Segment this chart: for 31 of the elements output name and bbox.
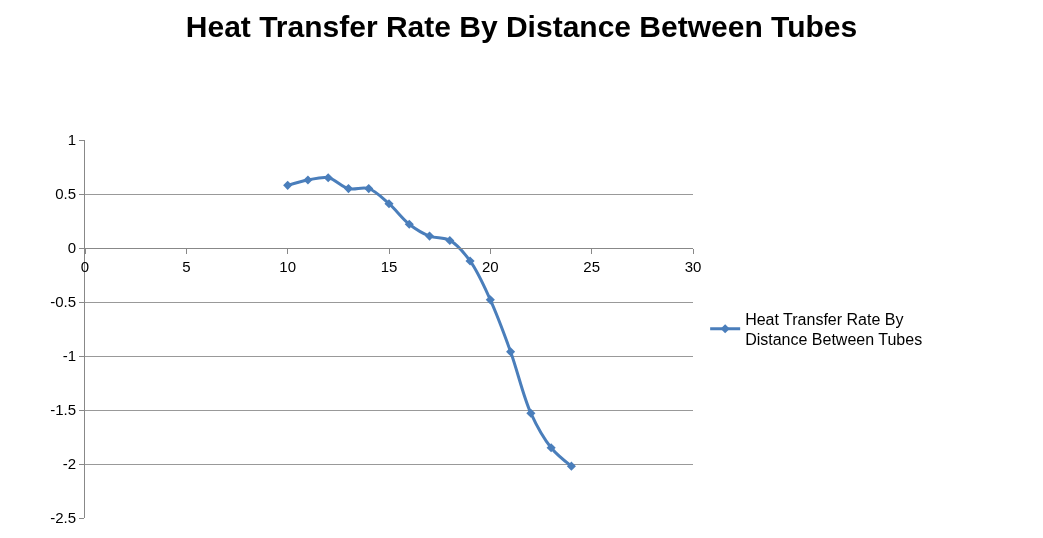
y-tick-label: -2	[62, 455, 76, 473]
point	[485, 295, 495, 305]
y-tick-label: 0.5	[55, 185, 76, 203]
y-tick-label: -1.5	[50, 401, 76, 419]
y-tick-label: -2.5	[50, 509, 76, 527]
point	[364, 184, 374, 194]
chart-title: Heat Transfer Rate By Distance Between Tubes	[185, 10, 858, 44]
point	[303, 175, 313, 185]
x-tick-label: 10	[279, 258, 297, 275]
y-tick-label: 0	[67, 239, 76, 257]
y-tick-label: -1	[62, 347, 76, 365]
x-tick-label: 5	[182, 258, 191, 275]
x-tick-label: 20	[481, 258, 499, 275]
legend-label: Heat Transfer Rate By Distance Between Tubes	[745, 310, 923, 349]
x-tick-label: 0	[80, 258, 90, 275]
x-tick-label: 25	[583, 258, 601, 275]
point	[404, 219, 414, 229]
point	[526, 408, 536, 418]
y-tick-label: -0.5	[50, 293, 76, 311]
point	[283, 180, 293, 190]
point	[424, 231, 435, 241]
point	[384, 199, 394, 209]
x-tick-label: 30	[684, 258, 702, 275]
x-tick-label: 15	[380, 258, 398, 275]
point	[343, 184, 354, 194]
point	[506, 347, 516, 357]
point	[465, 256, 475, 266]
point	[546, 443, 556, 453]
point	[445, 235, 455, 245]
y-tick-label: 1	[67, 131, 76, 149]
point	[566, 461, 576, 471]
